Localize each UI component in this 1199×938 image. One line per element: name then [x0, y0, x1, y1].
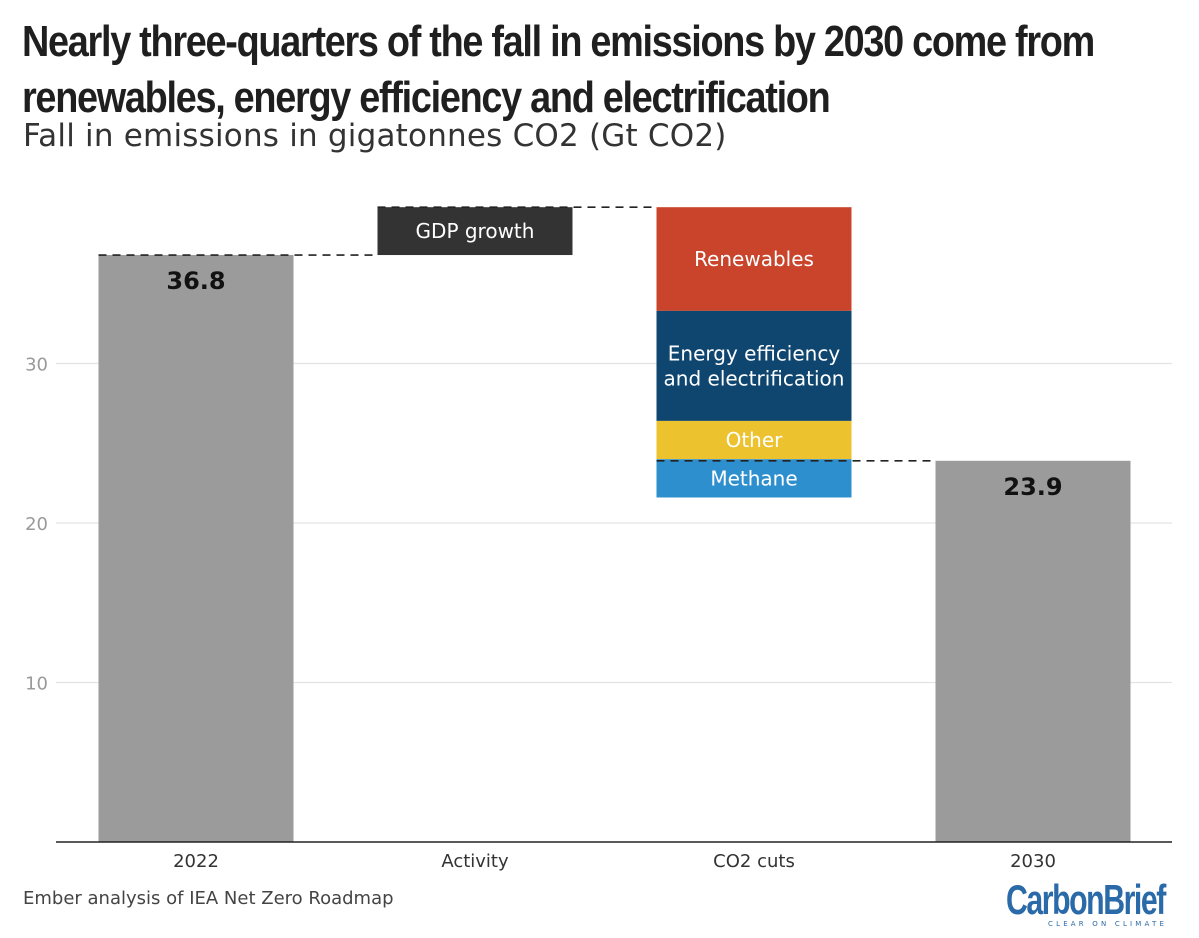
bar-energy-efficiency-label: Energy efficiency and electrification: [664, 341, 845, 390]
x-tick-label-2022: 2022: [173, 851, 219, 872]
bar-renewables: [656, 207, 852, 311]
bar-gdp-growth-label: GDP growth: [416, 219, 535, 243]
bar-energy-efficiency: [656, 310, 852, 421]
y-tick-label-30: 30: [25, 355, 48, 376]
y-tick-label-20: 20: [25, 514, 48, 535]
bar-labels: 36.8 GDP growth Renewables Energy efficienc…: [166, 219, 1062, 501]
chart-title-line-1: Nearly three-quarters of the fall in emi…: [22, 17, 1095, 66]
value-label-2022: 36.8: [166, 267, 225, 295]
bar-total-2030: [935, 460, 1131, 842]
connector-lines: [98, 206, 936, 462]
bar-other: [656, 420, 852, 460]
bar-gdp-growth: [377, 207, 573, 256]
source-note: Ember analysis of IEA Net Zero Roadmap: [23, 888, 394, 909]
bars: [98, 207, 1131, 843]
y-axis-ticks: 10 20 30: [25, 355, 48, 695]
logo-tagline: CLEAR ON CLIMATE: [1048, 920, 1168, 928]
chart-subtitle: Fall in emissions in gigatonnes CO2 (Gt …: [23, 118, 727, 154]
bar-total-2022: [98, 255, 294, 843]
logo-wordmark: CarbonBrief: [1006, 876, 1166, 923]
x-axis-ticks: 2022 Activity CO2 cuts 2030: [173, 851, 1056, 872]
chart-title-line-2: renewables, energy efficiency and electr…: [22, 73, 831, 122]
x-tick-label-activity: Activity: [441, 851, 509, 872]
carbonbrief-logo: CarbonBrief CLEAR ON CLIMATE: [1006, 876, 1181, 932]
value-label-2030: 23.9: [1003, 473, 1062, 501]
chart-title: Nearly three-quarters of the fall in emi…: [22, 14, 1095, 126]
x-tick-label-co2-cuts: CO2 cuts: [713, 851, 795, 872]
y-tick-label-10: 10: [25, 674, 48, 695]
bar-methane: [656, 459, 852, 498]
bar-renewables-label: Renewables: [694, 247, 814, 271]
bar-other-label: Other: [726, 428, 784, 452]
bar-methane-label: Methane: [710, 466, 797, 490]
x-tick-label-2030: 2030: [1010, 851, 1056, 872]
